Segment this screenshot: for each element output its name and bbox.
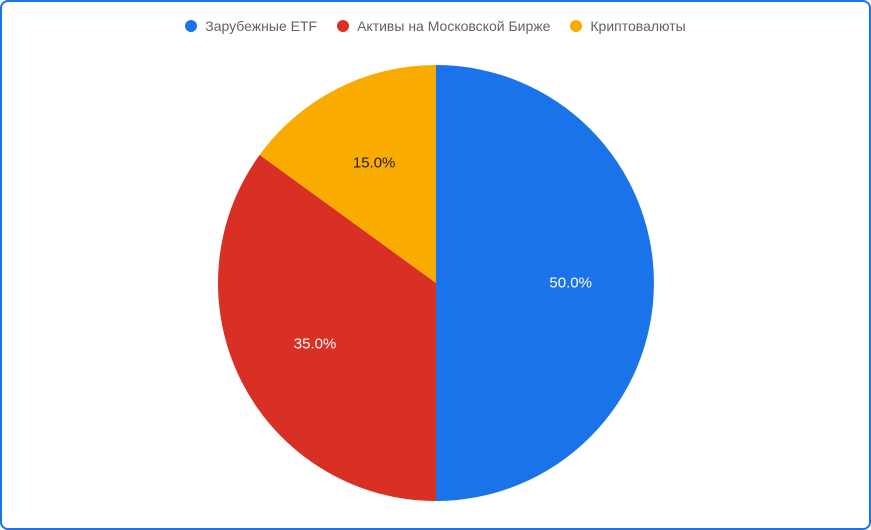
slice-label-1: 35.0% (294, 336, 337, 353)
slice-label-0: 50.0% (549, 275, 592, 292)
legend-label-2: Криптовалюты (590, 18, 685, 34)
chart-frame: Зарубежные ETF Активы на Московской Бирж… (0, 0, 871, 530)
pie-chart-area: 50.0% 35.0% 15.0% (2, 50, 869, 516)
legend: Зарубежные ETF Активы на Московской Бирж… (2, 2, 869, 34)
legend-swatch-1 (337, 20, 349, 32)
pie-slice-0 (436, 65, 654, 501)
legend-swatch-0 (185, 20, 197, 32)
pie-chart: 50.0% 35.0% 15.0% (218, 65, 654, 501)
legend-label-0: Зарубежные ETF (205, 18, 317, 34)
legend-item: Зарубежные ETF (185, 18, 317, 34)
legend-item: Активы на Московской Бирже (337, 18, 550, 34)
legend-swatch-2 (570, 20, 582, 32)
legend-label-1: Активы на Московской Бирже (357, 18, 550, 34)
legend-item: Криптовалюты (570, 18, 685, 34)
slice-label-2: 15.0% (353, 154, 396, 171)
